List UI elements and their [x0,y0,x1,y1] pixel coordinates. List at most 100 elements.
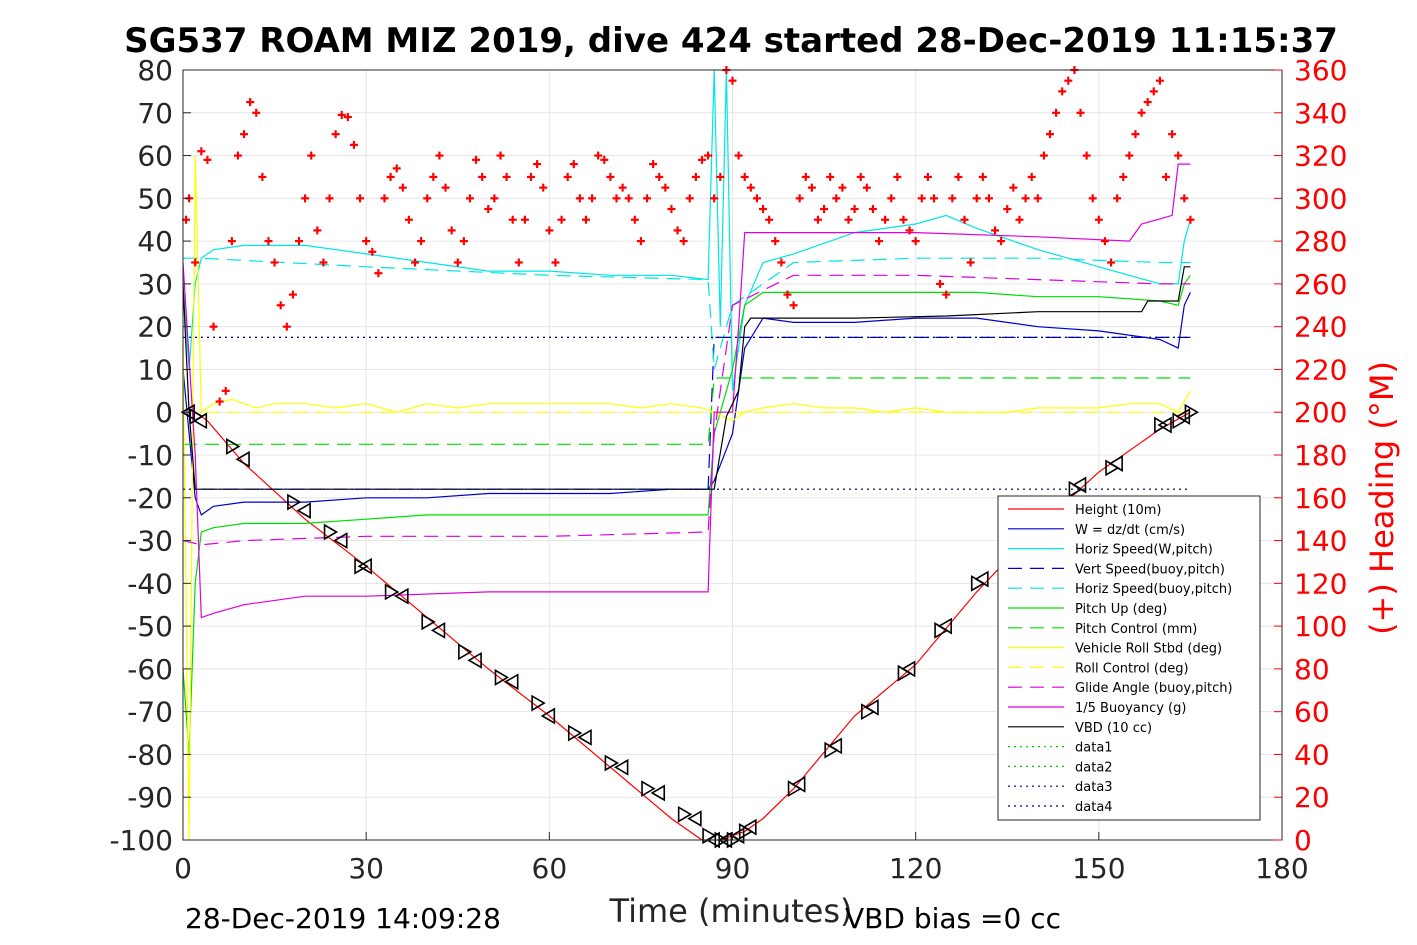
heading-point [478,172,487,181]
right-tick-label-3: 300 [1294,182,1347,215]
legend-label-2: Horiz Speed(W,pitch) [1075,543,1213,558]
legend-label-14: data3 [1075,780,1113,795]
left-tick-label-18: -100 [109,824,173,857]
heading-point [746,183,755,192]
heading-point [295,237,304,246]
series-line-2 [182,69,1191,391]
heading-point [392,164,401,173]
dive-marker [430,621,446,639]
heading-point [1180,194,1189,203]
heading-point [527,172,536,181]
heading-point [771,237,780,246]
heading-point [972,194,981,203]
heading-point [441,183,450,192]
heading-point [472,155,481,164]
heading-point [1039,151,1048,160]
dive-marker [937,617,952,635]
left-tick-label-11: -30 [127,525,173,558]
heading-point [594,151,603,160]
heading-point [374,269,383,278]
right-axis-label: (+) Heading (°M) [1363,361,1401,635]
heading-point [807,183,816,192]
heading-point [490,194,499,203]
legend-label-11: VBD (10 cc) [1075,721,1152,736]
heading-point [1009,183,1018,192]
heading-point [673,226,682,235]
heading-point [221,386,230,395]
dive-marker [1108,455,1123,472]
right-tick-label-12: 120 [1294,567,1347,600]
heading-point [655,172,664,181]
heading-point [1052,108,1061,117]
heading-point [691,172,700,181]
chart-title: SG537 ROAM MIZ 2019, dive 424 started 28… [124,21,1338,61]
heading-point [435,151,444,160]
heading-point [575,194,584,203]
legend-label-3: Vert Speed(buoy,pitch) [1075,562,1225,577]
heading-point [191,258,200,267]
heading-point [978,172,987,181]
heading-point [551,258,560,267]
heading-point [856,172,865,181]
heading-point [960,215,969,224]
right-tick-label-13: 100 [1294,610,1347,643]
dive-marker [687,810,702,828]
heading-point [423,194,432,203]
heading-point [496,151,505,160]
legend-label-9: Glide Angle (buoy,pitch) [1075,681,1233,696]
right-tick-label-16: 40 [1294,738,1330,771]
heading-point [325,194,334,203]
heading-point [288,290,297,299]
heading-point [893,172,902,181]
heading-point [716,172,725,181]
dive-marker [641,780,656,798]
right-tick-label-15: 60 [1294,696,1330,729]
legend-label-7: Vehicle Roll Stbd (deg) [1075,642,1222,657]
heading-point [1119,172,1128,181]
heading-point [1125,151,1134,160]
left-tick-label-8: 0 [155,396,173,429]
right-tick-label-9: 180 [1294,439,1347,472]
heading-point [813,215,822,224]
heading-point [783,290,792,299]
heading-point [1082,151,1091,160]
heading-point [270,258,279,267]
legend-label-12: data1 [1075,741,1113,756]
heading-point [929,194,938,203]
heading-point [447,226,456,235]
heading-point [728,76,737,85]
dive-marker [827,737,843,755]
left-tick-label-5: 30 [137,268,173,301]
heading-point [832,194,841,203]
heading-point [301,194,310,203]
heading-point [887,194,896,203]
right-tick-label-2: 320 [1294,140,1347,173]
heading-point [765,215,774,224]
right-tick-label-17: 20 [1294,781,1330,814]
footer-vbd-bias: VBD bias =0 cc [845,902,1061,935]
dive-marker [296,502,311,520]
heading-point [911,237,920,246]
left-tick-label-13: -50 [127,610,173,643]
heading-point [264,237,273,246]
dive-marker [494,669,510,686]
heading-point [789,301,798,310]
heading-point [307,151,316,160]
right-tick-label-0: 360 [1294,54,1347,87]
heading-point [734,151,743,160]
left-tick-label-9: -10 [127,439,173,472]
right-tick-label-1: 340 [1294,97,1347,130]
heading-point [667,205,676,214]
left-tick-label-0: 80 [137,54,173,87]
x-tick-label-5: 150 [1072,852,1125,885]
heading-point [581,215,590,224]
left-axis-ticks: 80 70 60 50 40 30 20 10 0 -10 -20 -30 -40 -50 -60 -70 -8… [109,54,191,857]
heading-point [643,194,652,203]
dive-marker [192,412,208,430]
heading-point [1021,194,1030,203]
left-tick-label-3: 50 [137,182,173,215]
heading-point [1143,98,1152,107]
legend-label-8: Roll Control (deg) [1075,661,1189,676]
heading-point [948,194,957,203]
